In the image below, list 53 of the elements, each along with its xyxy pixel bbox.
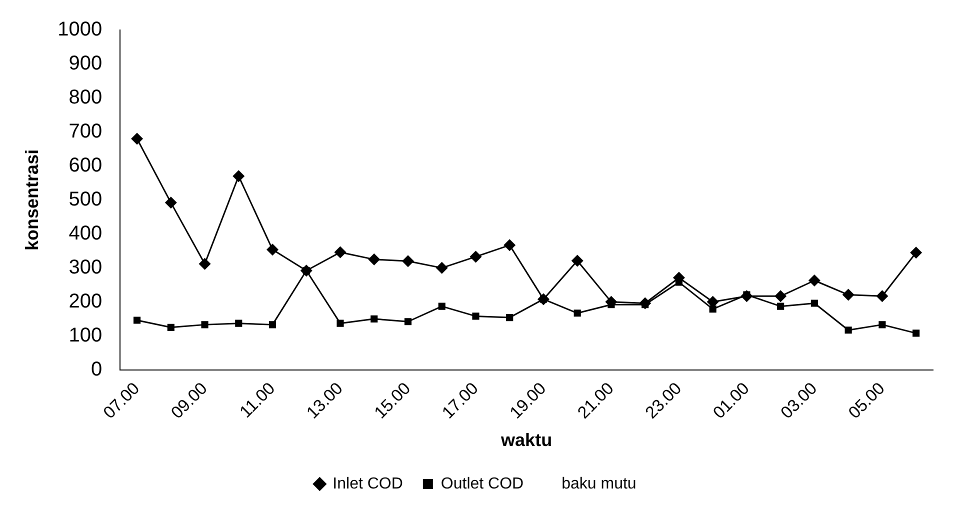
point [131, 132, 144, 145]
point [808, 274, 820, 286]
point [844, 326, 852, 334]
point [470, 250, 482, 263]
point [336, 320, 344, 327]
point [164, 196, 177, 209]
point [402, 255, 414, 268]
y-tick-label: 100 [68, 324, 102, 346]
point [777, 302, 784, 310]
x-axis-title: waktu [500, 430, 552, 450]
y-tick-label: 0 [90, 358, 102, 380]
point [404, 318, 412, 326]
point [334, 246, 346, 258]
y-axis-title: konsentrasi [22, 149, 42, 250]
point [167, 324, 174, 331]
y-tick-label: 1000 [58, 18, 102, 41]
point [368, 253, 380, 266]
point [912, 330, 920, 337]
point [810, 300, 818, 307]
point [438, 302, 446, 310]
y-tick-label: 600 [68, 154, 102, 176]
point [268, 321, 276, 328]
point [232, 170, 245, 182]
y-tick-label: 700 [68, 120, 102, 142]
point [571, 254, 584, 267]
point [235, 320, 242, 327]
point [472, 312, 480, 320]
point [878, 321, 886, 328]
point [842, 288, 854, 301]
point [876, 290, 888, 302]
point [504, 239, 516, 252]
y-tick-label: 300 [68, 256, 102, 278]
point [506, 314, 514, 322]
point [436, 262, 448, 274]
point [370, 315, 378, 322]
point [774, 290, 787, 302]
point [574, 310, 581, 317]
y-tick-label: 200 [68, 290, 102, 312]
point [910, 246, 922, 259]
y-tick-label: 500 [68, 188, 102, 210]
point [133, 316, 141, 324]
text: baku mutu [562, 475, 636, 492]
point [740, 290, 753, 302]
point [266, 244, 279, 256]
point [198, 258, 211, 270]
point [300, 264, 312, 277]
point [639, 297, 652, 310]
legend-label: Inlet COD [332, 475, 403, 492]
point [201, 321, 208, 328]
y-tick-label: 900 [68, 52, 102, 75]
y-tick-label: 400 [68, 222, 102, 244]
legend-label: Outlet COD [440, 475, 524, 492]
y-tick-label: 800 [68, 86, 102, 108]
